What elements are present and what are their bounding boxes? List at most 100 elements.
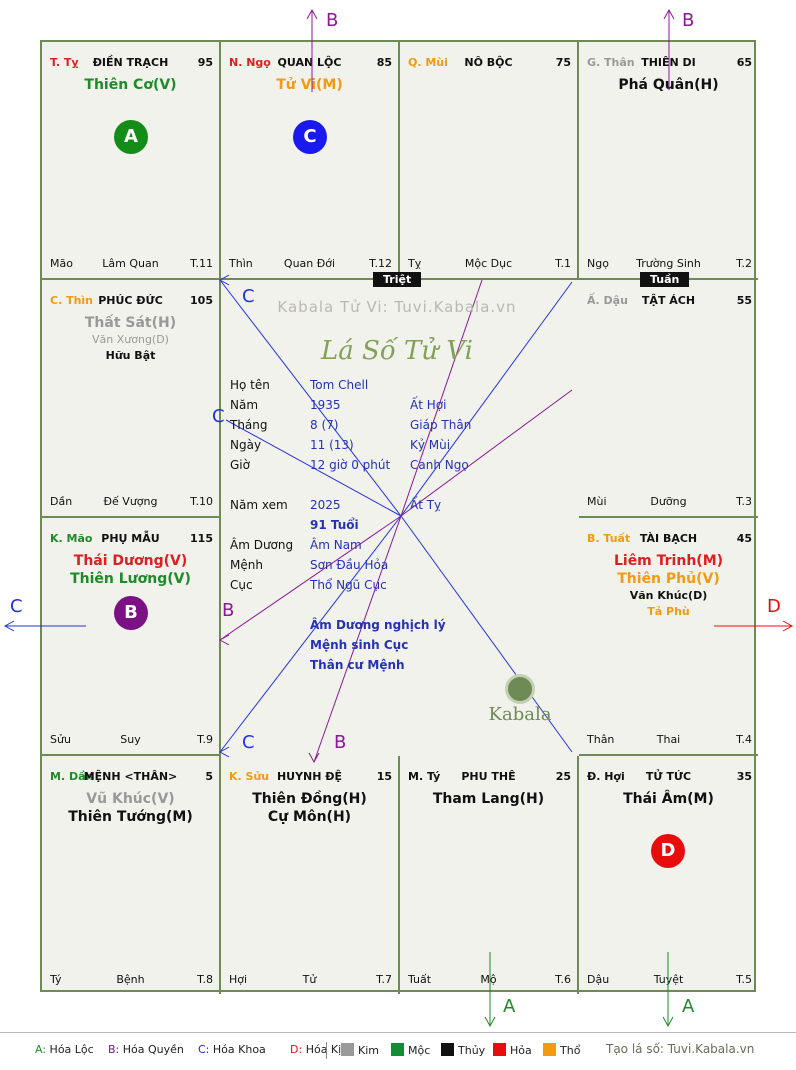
palace-branch-bottom: Tỵ [408,257,422,270]
arrow-letter-b: B [334,732,347,753]
palace-branch-bottom: Mão [50,257,73,270]
legend-credit: Tạo lá số: Tuvi.Kabala.vn [606,1042,755,1056]
arrow-letter-b: B [682,10,695,31]
palace-branch: G. Thân [587,56,635,69]
chart-title: Lá Số Tử Vi [320,336,473,366]
kabala-logo: Kabala [485,674,555,725]
palace-branch: K. Mão [50,532,93,545]
element-swatch [543,1043,556,1056]
palace-phase: Trường Sinh [636,257,701,270]
palace-number: 35 [736,770,752,783]
star-list: Thái Âm(M) [579,790,758,808]
legend-hoa-2: C: Hóa Khoa [198,1043,266,1056]
center-panel: Kabala Tử Vi: Tuvi.Kabala.vn Lá Số Tử Vi… [219,278,575,754]
palace-decade: T.12 [369,257,392,270]
arrow-head [3,620,15,632]
palace-branch-bottom: Tý [50,973,62,986]
info-value: Thân cư Mệnh [310,658,405,672]
info-value-canchi: Ất Hợi [410,398,447,412]
arrow-head [306,8,318,20]
chart-board: T. Tỵ ĐIỀN TRẠCH 95 Thiên Cơ(V) Mão Lâm Quan T… [40,40,758,994]
arrow-letter-c: C [242,732,255,753]
palace-cell-than: G. Thân THIÊN DI 65 Phá Quân(H) Ngọ Trường Si… [579,42,758,280]
arrow-letter-c: C [242,286,255,307]
palace-name: PHU THÊ [461,770,516,783]
main-star: Thái Âm(M) [623,791,714,807]
palace-cell-thin: C. Thìn PHÚC ĐỨC 105 Thất Sát(H) Văn Xương(… [42,280,221,518]
palace-branch-bottom: Tuất [408,973,432,986]
main-star: Cự Môn(H) [267,809,352,825]
palace-number: 95 [197,56,213,69]
palace-branch-bottom: Sửu [50,733,71,746]
palace-phase: Lâm Quan [102,257,159,270]
element-swatch [493,1043,506,1056]
palace-branch-bottom: Mùi [587,495,607,508]
palace-number: 45 [736,532,752,545]
palace-phase: Mộ [480,973,497,986]
info-value: Thổ Ngũ Cục [310,578,387,592]
info-value-canchi: Canh Ngọ [410,458,469,472]
legend-key: A: [35,1043,50,1056]
main-star: Vũ Khúc(V) [86,791,175,807]
info-label: Ngày [230,438,262,452]
legend-element-4: Thổ [543,1043,580,1057]
hoa-badge-a: A [114,120,148,154]
palace-branch: M. Dần [50,770,94,783]
palace-phase: Tuyệt [653,973,684,986]
palace-phase: Bệnh [116,973,145,986]
palace-name: QUAN LỘC [277,56,342,69]
main-star: Thái Dương(V) [73,553,188,569]
main-star: Thiên Đồng(H) [252,791,367,807]
palace-branch-bottom: Dần [50,495,73,508]
main-star: Thất Sát(H) [84,315,177,331]
palace-name: ĐIỀN TRẠCH [92,56,169,69]
arrow-letter-d: D [767,596,781,617]
palace-branch: Q. Mùi [408,56,448,69]
arrow-letter-b: B [222,600,235,621]
palace-cell-tuat: B. Tuất TÀI BẠCH 45 Liêm Trinh(M) Thiên Phủ(… [579,518,758,756]
palace-decade: T.6 [555,973,571,986]
triet-tag: Triệt [373,272,422,287]
legend-hoa-1: B: Hóa Quyền [108,1043,184,1056]
legend-hoa-3: D: Hóa Kị [290,1043,341,1056]
main-star: Tham Lang(H) [432,791,545,807]
star-list: Thiên Cơ(V) [42,76,219,94]
legend-element-3: Hỏa [493,1043,532,1057]
arrow-head [663,8,675,20]
palace-decade: T.4 [736,733,752,746]
info-value: 91 Tuổi [310,518,359,532]
element-swatch [391,1043,404,1056]
palace-number: 105 [190,294,213,307]
legend-text: Mộc [408,1044,431,1057]
palace-cell-tyy: M. Tý PHU THÊ 25 Tham Lang(H) Tuất Mộ T.6 [400,756,579,994]
palace-decade: T.2 [736,257,752,270]
palace-name: TỬ TỨC [645,770,692,783]
palace-number: 55 [736,294,752,307]
info-label: Cục [230,578,253,592]
legend-text: Thổ [560,1044,581,1057]
star-list: Tham Lang(H) [400,790,577,808]
palace-name: PHÚC ĐỨC [98,294,163,307]
palace-decade: T.3 [736,495,752,508]
palace-name: PHỤ MẪU [101,532,160,545]
palace-name: MỆNH <THÂN> [83,770,178,783]
palace-phase: Đế Vượng [103,495,158,508]
palace-branch: N. Ngọ [229,56,271,69]
palace-branch: C. Thìn [50,294,94,307]
palace-name: TẬT ÁCH [641,294,696,307]
arrow-letter-c: C [10,596,23,617]
hoa-badge-d: D [651,834,685,868]
palace-phase: Dưỡng [650,495,687,508]
palace-branch-bottom: Ngọ [587,257,609,270]
hoa-badge-b: B [114,596,148,630]
palace-branch: M. Tý [408,770,441,783]
palace-decade: T.11 [190,257,213,270]
legend-text: Hỏa [510,1044,532,1057]
palace-decade: T.10 [190,495,213,508]
info-value: 1935 [310,398,341,412]
palace-branch: Ấ. Dậu [587,294,628,307]
legend-key: C: [198,1043,213,1056]
palace-name: NÔ BỘC [464,56,513,69]
info-label: Năm [230,398,259,412]
arrow-letter-c: C [212,406,225,427]
